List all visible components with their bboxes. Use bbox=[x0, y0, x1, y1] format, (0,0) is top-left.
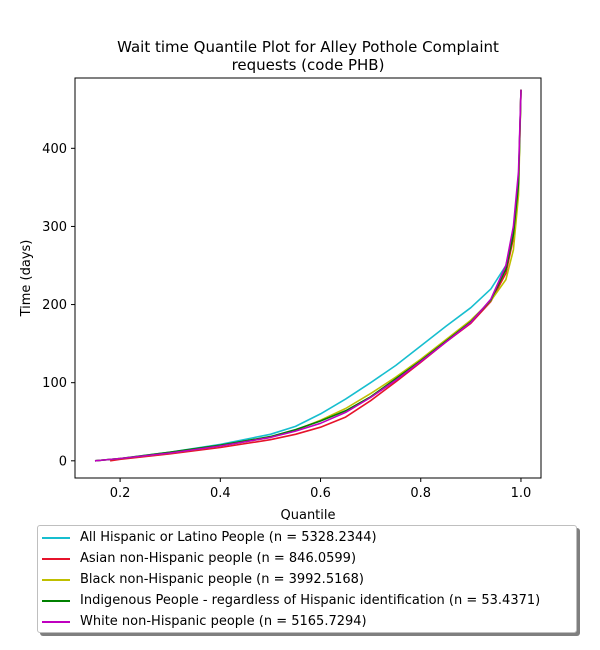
y-axis-ticks: 0 100 200 300 400 bbox=[42, 142, 75, 469]
y-axis-label: Time (days) bbox=[19, 240, 34, 318]
legend-item: Asian non-Hispanic people (n = 846.0599) bbox=[38, 548, 356, 569]
y-tick-label: 300 bbox=[42, 220, 67, 235]
legend-swatch bbox=[42, 599, 70, 602]
series-line-2 bbox=[94, 89, 522, 462]
legend-item: Indigenous People - regardless of Hispan… bbox=[38, 590, 540, 611]
y-tick-label: 200 bbox=[42, 298, 67, 313]
x-tick-label: 1.0 bbox=[511, 486, 532, 501]
x-tick-label: 0.8 bbox=[410, 486, 431, 501]
y-tick-label: 400 bbox=[42, 142, 67, 157]
chart-title-line1: Wait time Quantile Plot for Alley Pothol… bbox=[117, 38, 499, 56]
legend-swatch bbox=[42, 620, 70, 623]
series-line-1 bbox=[109, 89, 522, 462]
legend-label: Asian non-Hispanic people (n = 846.0599) bbox=[80, 551, 357, 566]
x-tick-label: 0.6 bbox=[310, 486, 331, 501]
legend-item: Black non-Hispanic people (n = 3992.5168… bbox=[38, 569, 364, 590]
y-tick-label: 0 bbox=[59, 454, 67, 469]
legend-label: Black non-Hispanic people (n = 3992.5168… bbox=[80, 572, 364, 587]
legend-swatch bbox=[42, 557, 70, 560]
chart: Wait time Quantile Plot for Alley Pothol… bbox=[19, 38, 542, 520]
legend-swatch bbox=[42, 536, 70, 539]
legend-item: White non-Hispanic people (n = 5165.7294… bbox=[38, 611, 367, 632]
legend-item: All Hispanic or Latino People (n = 5328.… bbox=[38, 527, 377, 548]
series-line-0 bbox=[94, 89, 522, 462]
x-axis-ticks: 0.2 0.4 0.6 0.8 1.0 bbox=[110, 478, 532, 501]
legend-label: White non-Hispanic people (n = 5165.7294… bbox=[80, 614, 367, 629]
x-tick-label: 0.2 bbox=[110, 486, 131, 501]
legend: All Hispanic or Latino People (n = 5328.… bbox=[37, 525, 577, 633]
series-line-4 bbox=[94, 89, 522, 462]
chart-title-line2: requests (code PHB) bbox=[232, 56, 385, 74]
legend-label: Indigenous People - regardless of Hispan… bbox=[80, 593, 541, 608]
y-tick-label: 100 bbox=[42, 376, 67, 391]
plot-area bbox=[74, 77, 542, 479]
x-tick-label: 0.4 bbox=[210, 486, 231, 501]
legend-swatch bbox=[42, 578, 70, 581]
series-group bbox=[94, 89, 522, 462]
legend-label: All Hispanic or Latino People (n = 5328.… bbox=[80, 530, 377, 545]
x-axis-label: Quantile bbox=[281, 508, 336, 520]
series-line-3 bbox=[94, 89, 522, 462]
